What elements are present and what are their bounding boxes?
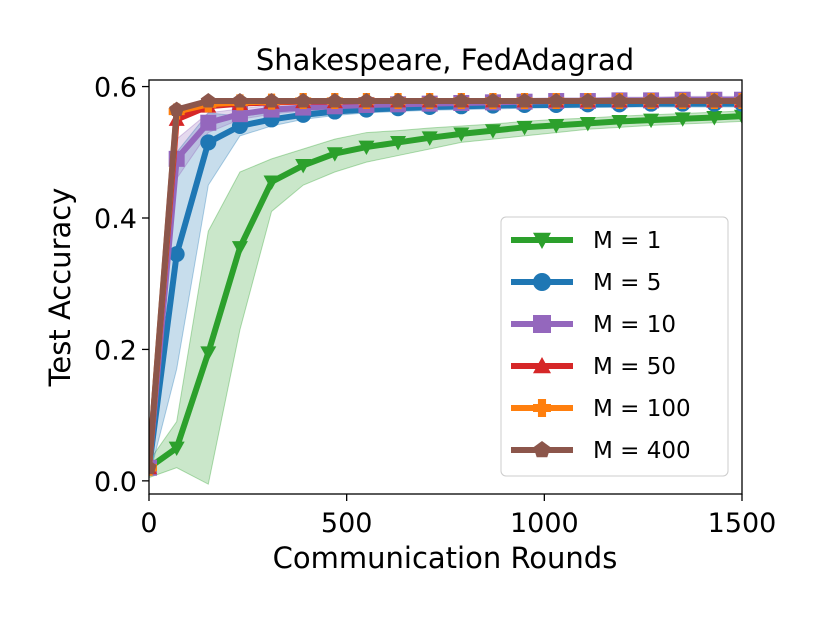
data-point: [421, 131, 438, 146]
data-point: [643, 113, 660, 129]
data-point: [326, 147, 343, 162]
legend-marker: [533, 232, 551, 249]
data-point: [643, 93, 659, 108]
data-point: [734, 109, 742, 125]
data-point: [232, 93, 248, 108]
x-axis-ticks: 0 500 1000 1500: [140, 494, 776, 539]
series-line: [149, 113, 742, 471]
data-point: [453, 127, 470, 142]
data-point: [548, 93, 564, 108]
confidence-band: [149, 110, 742, 485]
data-point: [358, 140, 375, 156]
legend-marker: [533, 441, 551, 458]
y-tick-label: 0.4: [94, 204, 137, 235]
legend-item: M = 1: [511, 228, 661, 254]
y-axis-label: Test Accuracy: [43, 188, 77, 388]
data-point: [263, 175, 280, 190]
data-point: [734, 93, 742, 108]
legend-item: M = 5: [511, 270, 661, 296]
data-point: [706, 93, 722, 108]
data-point: [169, 101, 185, 117]
series-group: [149, 109, 742, 476]
legend-marker: [533, 357, 551, 374]
legend-label: M = 10: [593, 312, 676, 338]
legend-item: M = 400: [511, 438, 691, 464]
data-point: [611, 93, 628, 108]
data-point: [295, 93, 311, 108]
data-point: [390, 93, 406, 108]
x-axis-label: Communication Rounds: [273, 541, 618, 575]
legend-label: M = 5: [593, 270, 661, 296]
data-point: [231, 106, 248, 123]
series-group: [149, 93, 742, 475]
data-point: [149, 459, 157, 475]
data-point: [295, 159, 312, 174]
data-point: [231, 241, 248, 256]
chart-title: Shakespeare, FedAdagrad: [256, 43, 634, 77]
x-tick-label: 0: [140, 508, 157, 539]
legend-label: M = 100: [593, 396, 691, 422]
legend-item: M = 10: [511, 312, 676, 338]
data-point: [327, 93, 343, 108]
data-point: [168, 441, 185, 456]
y-tick-label: 0.0: [94, 467, 137, 498]
legend: M = 1 M = 5 M = 10 M = 50 M = 100 M = 400: [500, 216, 729, 477]
legend-item: M = 100: [511, 396, 691, 422]
data-point: [484, 124, 501, 139]
data-point: [675, 93, 691, 108]
y-tick-label: 0.6: [94, 73, 137, 104]
legend-marker: [533, 399, 551, 417]
data-point: [453, 93, 469, 108]
data-point: [200, 346, 217, 361]
legend-label: M = 50: [593, 354, 676, 380]
data-point: [516, 93, 533, 108]
legend-marker: [533, 273, 551, 291]
series-lines: [149, 91, 742, 476]
data-point: [579, 116, 596, 132]
data-point: [200, 93, 216, 108]
data-point: [263, 93, 280, 108]
legend-label: M = 400: [593, 438, 691, 464]
data-point: [611, 115, 628, 130]
data-point: [706, 111, 723, 126]
legend-marker: [533, 315, 551, 333]
legend-label: M = 1: [593, 228, 661, 254]
data-point: [168, 246, 185, 263]
legend-item: M = 50: [511, 354, 676, 380]
x-tick-label: 1500: [708, 508, 777, 539]
plot-frame: [148, 79, 743, 495]
data-point: [485, 93, 501, 108]
data-point: [390, 136, 407, 151]
data-point: [200, 134, 217, 151]
y-axis-ticks: 0.0 0.2 0.4 0.6: [94, 73, 149, 498]
data-point: [580, 93, 596, 108]
data-point: [200, 114, 217, 131]
x-tick-label: 1000: [510, 508, 579, 539]
y-tick-label: 0.2: [94, 335, 137, 366]
x-tick-label: 500: [321, 508, 373, 539]
data-point: [548, 118, 565, 134]
data-point: [516, 120, 533, 136]
data-point: [422, 93, 438, 108]
data-point: [674, 112, 691, 127]
data-point: [358, 93, 375, 108]
